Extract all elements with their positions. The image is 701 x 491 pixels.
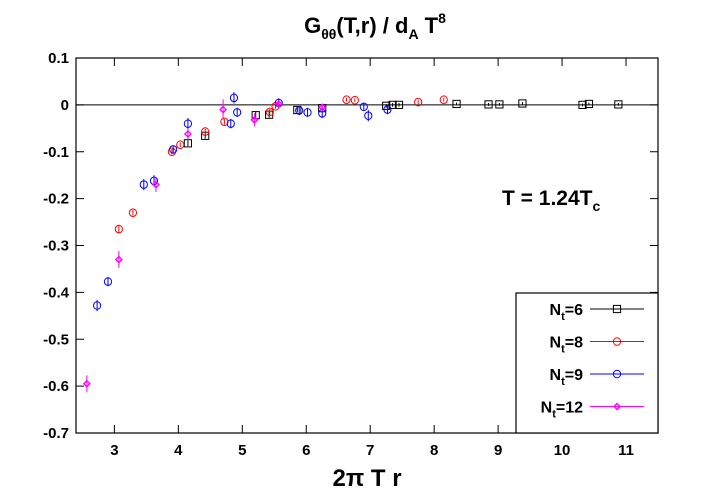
data-point xyxy=(93,301,102,310)
data-point xyxy=(128,208,138,217)
x-tick-label: 8 xyxy=(430,442,438,459)
legend-label: Nt=12 xyxy=(541,400,583,421)
chart-title-sub2: A xyxy=(408,26,418,42)
data-point xyxy=(350,95,359,105)
data-point xyxy=(295,106,304,115)
annotation-sub: c xyxy=(592,198,600,214)
x-tick-labels: 3 4 5 6 7 8 9 10 11 xyxy=(110,442,634,459)
legend-marker xyxy=(612,369,622,379)
data-point xyxy=(151,180,160,189)
data-point xyxy=(167,147,177,157)
data-point xyxy=(584,99,594,109)
y-tick-label: -0.2 xyxy=(43,191,69,208)
data-point xyxy=(149,176,159,186)
plot-frame xyxy=(75,57,659,434)
y-tick-label: -0.7 xyxy=(43,425,69,442)
series-nt-12 xyxy=(82,99,327,393)
y-tick-label: -0.5 xyxy=(43,331,69,348)
data-point xyxy=(114,255,123,264)
data-point xyxy=(383,105,392,114)
data-point xyxy=(183,119,193,128)
data-point xyxy=(452,99,461,109)
series-nt-9 xyxy=(93,92,392,312)
data-point xyxy=(414,97,423,107)
annotation-main: T = 1.24T xyxy=(502,187,593,210)
legend-label: Nt=9 xyxy=(550,367,584,388)
data-point xyxy=(201,127,210,136)
chart-title: Gθθ(T,r) / dA T8 xyxy=(304,10,446,42)
x-tick-label: 7 xyxy=(366,442,374,459)
data-point xyxy=(342,95,351,105)
data-point xyxy=(233,108,242,117)
y-tick-label: -0.1 xyxy=(43,144,69,161)
data-point xyxy=(382,101,391,110)
x-tick-label: 5 xyxy=(238,442,246,459)
legend-label: Nt=8 xyxy=(550,335,584,356)
x-axis-label: 2π T r xyxy=(332,465,401,491)
chart-title-sub: θθ xyxy=(321,26,336,42)
y-tick-label: -0.6 xyxy=(43,378,69,395)
data-point xyxy=(614,100,623,109)
data-point xyxy=(183,139,193,148)
chart-title-main: G xyxy=(304,13,321,38)
x-tick-label: 11 xyxy=(618,442,634,459)
data-point xyxy=(359,102,368,112)
data-point xyxy=(176,140,185,150)
chart-title-sup: 8 xyxy=(438,10,446,26)
data-point xyxy=(169,145,178,154)
legend-marker xyxy=(612,337,622,346)
data-point xyxy=(265,107,274,117)
data-point xyxy=(388,100,397,109)
legend-marker xyxy=(612,304,622,314)
x-tick-label: 3 xyxy=(110,442,118,459)
y-tick-labels: 0.1 0 -0.1 -0.2 -0.3 -0.4 -0.5 -0.6 -0.7 xyxy=(43,50,70,442)
data-point xyxy=(114,224,123,234)
x-tick-label: 4 xyxy=(174,442,183,459)
y-tick-label: 0.1 xyxy=(48,50,69,67)
data-point xyxy=(274,99,283,108)
data-point xyxy=(226,119,235,128)
y-tick-label: -0.3 xyxy=(43,238,69,255)
plot-area xyxy=(75,57,659,434)
y-tick-label: 0 xyxy=(61,97,69,114)
data-point xyxy=(229,93,239,103)
data-point xyxy=(303,108,312,117)
y-tick-label: -0.4 xyxy=(43,284,70,301)
data-point xyxy=(82,379,91,388)
data-point xyxy=(139,180,148,189)
data-point xyxy=(318,103,327,112)
data-point xyxy=(364,111,373,120)
data-point xyxy=(439,95,448,105)
temperature-annotation: T = 1.24Tc xyxy=(502,187,600,214)
data-point xyxy=(219,105,228,114)
data-point xyxy=(495,100,504,109)
data-point xyxy=(250,115,259,124)
x-tick-label: 6 xyxy=(302,442,310,459)
data-points xyxy=(82,92,623,393)
legend: Nt=6 Nt=8 Nt=9 Nt=12 xyxy=(515,292,659,434)
chart-title-mid: (T,r) / d xyxy=(336,13,408,38)
series-nt-8 xyxy=(114,95,448,234)
x-tick-label: 10 xyxy=(554,442,571,459)
legend-label: Nt=6 xyxy=(550,302,584,323)
data-point xyxy=(183,129,192,138)
chart-title-mid2: T xyxy=(419,13,439,38)
series-nt-6 xyxy=(183,99,623,148)
data-point xyxy=(518,99,527,108)
x-tick-label: 9 xyxy=(494,442,502,459)
data-point xyxy=(578,100,587,109)
legend-marker xyxy=(613,402,621,411)
data-point xyxy=(484,100,493,109)
data-point xyxy=(394,100,404,109)
data-point xyxy=(103,277,113,286)
legend-box xyxy=(515,292,659,434)
